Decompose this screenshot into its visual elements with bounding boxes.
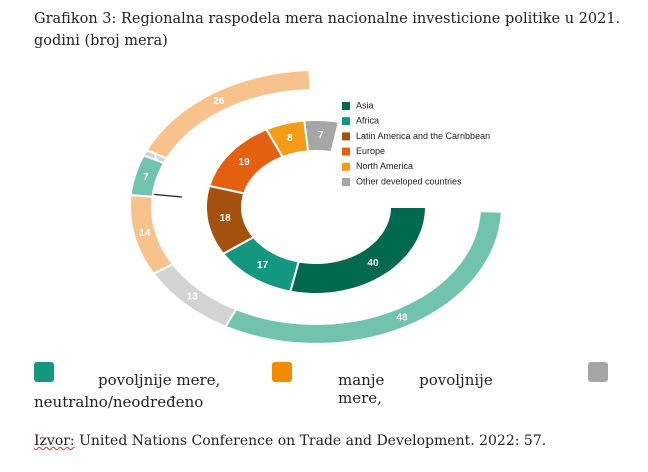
- segment: [303, 119, 341, 154]
- legend-swatch: [34, 362, 54, 382]
- value-label: 7: [143, 172, 149, 183]
- legend-label: Latin America and the Carribbean: [356, 131, 490, 141]
- value-label: 19: [239, 157, 251, 168]
- value-label: 18: [220, 213, 232, 224]
- legend-swatch: [342, 147, 350, 156]
- legend-swatch: [342, 162, 350, 171]
- legend-text: manje povoljnije mere,: [338, 371, 493, 407]
- legend-label: Asia: [356, 100, 374, 110]
- value-label: 8: [287, 133, 293, 144]
- divider: [149, 193, 183, 198]
- title: Grafikon 3: Regionalna raspodela mera na…: [34, 11, 621, 49]
- legend-swatch: [272, 362, 292, 382]
- legend-swatch: [588, 362, 608, 382]
- legend-label: North America: [356, 161, 413, 171]
- legend-text: neutralno/neodređeno: [34, 393, 204, 411]
- legend-label: Europe: [356, 146, 385, 156]
- legend-label: Other developed countries: [356, 176, 462, 186]
- value-label: 26: [213, 96, 225, 107]
- value-label: 48: [396, 312, 408, 323]
- value-label: 14: [139, 228, 151, 239]
- source-label: Izvor:: [34, 433, 75, 449]
- source: Izvor: United Nations Conference on Trad…: [34, 433, 546, 449]
- segment: [289, 206, 428, 296]
- legend-swatch: [342, 178, 350, 186]
- value-label: 7: [318, 130, 324, 141]
- value-label: 13: [187, 291, 199, 302]
- legend-swatch: [342, 102, 350, 110]
- legend-label: Africa: [356, 116, 379, 126]
- segment: [129, 193, 175, 275]
- legend-swatch: [342, 132, 350, 141]
- value-label: 17: [257, 260, 269, 271]
- legend-text: povoljnije mere,: [98, 371, 221, 389]
- segment: [145, 69, 312, 160]
- source-text: United Nations Conference on Trade and D…: [79, 433, 547, 449]
- value-label: 1: [153, 151, 159, 162]
- value-label: 40: [367, 258, 379, 269]
- legend-swatch: [342, 117, 350, 126]
